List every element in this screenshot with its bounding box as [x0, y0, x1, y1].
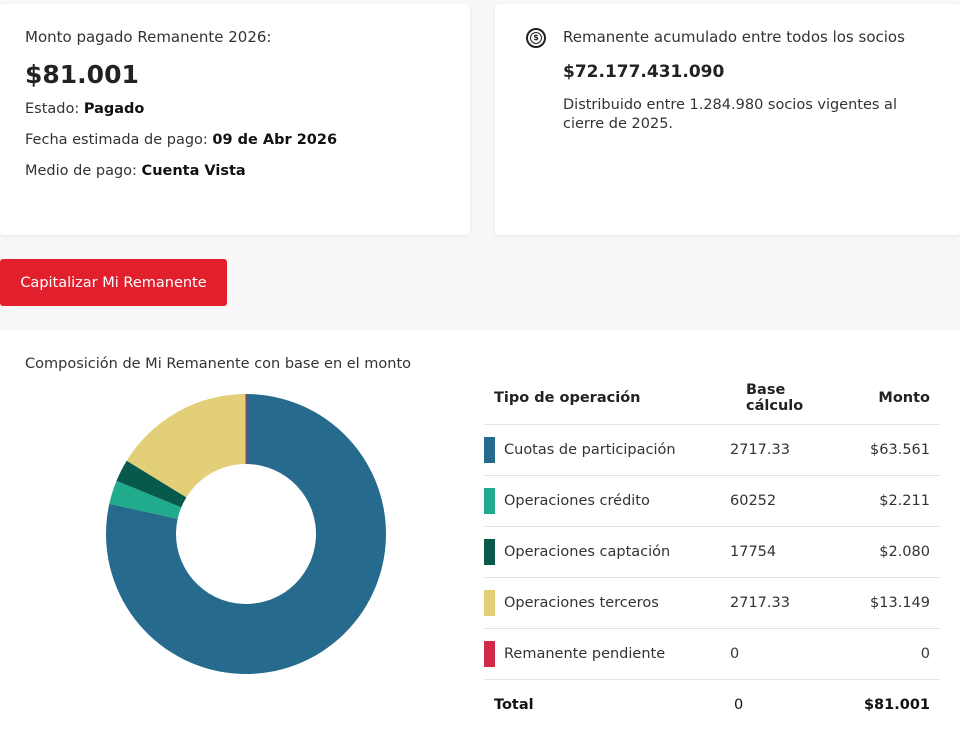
monto-cell: $2.211 [840, 474, 940, 526]
global-remanente-card: $ Remanente acumulado entre todos los so… [495, 4, 960, 235]
amount-value: $81.001 [25, 60, 139, 89]
total-row: Total 0 $81.001 [484, 678, 940, 730]
base-cell: 0 [710, 627, 840, 679]
composition-title: Composición de Mi Remanente con base en … [25, 356, 412, 372]
fecha-row: Fecha estimada de pago: 09 de Abr 2026 [25, 132, 445, 148]
fecha-value: 09 de Abr 2026 [212, 132, 338, 148]
header-monto: Monto [878, 389, 930, 406]
global-description: Distribuido entre 1.284.980 socios vigen… [563, 97, 897, 132]
monto-cell: 0 [840, 627, 940, 679]
capitalizar-button[interactable]: Capitalizar Mi Remanente [0, 259, 227, 306]
estado-row: Estado: Pagado [25, 101, 445, 117]
tipo-cell: Operaciones terceros [484, 576, 710, 628]
table-row: Remanente pendiente 0 0 [484, 627, 940, 679]
color-swatch [484, 640, 495, 667]
color-swatch [484, 487, 495, 514]
header-tipo: Tipo de operación [494, 389, 641, 406]
tipo-cell: Cuotas de participación [484, 423, 710, 475]
donut-slice-3[interactable] [116, 460, 187, 508]
base-cell: 60252 [710, 474, 840, 526]
base-cell: 2717.33 [710, 576, 840, 628]
table-row: Operaciones captación 17754 $2.080 [484, 525, 940, 577]
donut-slice-1[interactable] [106, 394, 386, 674]
personal-remanente-card: Monto pagado Remanente 2026: $81.001 Est… [0, 4, 470, 235]
estado-value: Pagado [83, 101, 145, 117]
tipo-cell: Operaciones crédito [484, 474, 710, 526]
table-row: Operaciones crédito 60252 $2.211 [484, 474, 940, 526]
donut-slice-4[interactable] [126, 394, 246, 498]
monto-cell: $13.149 [840, 576, 940, 628]
total-label: Total [484, 678, 710, 730]
medio-row: Medio de pago: Cuenta Vista [25, 163, 445, 179]
global-amount: $72.177.431.090 [563, 62, 725, 82]
donut-chart [106, 394, 386, 674]
donut-slice-2[interactable] [109, 480, 182, 519]
table-header: Tipo de operación Base cálculo Monto [484, 372, 940, 424]
coin-dollar-icon: $ [526, 28, 546, 48]
header-base: Base cálculo [746, 381, 804, 414]
tipo-label: Remanente pendiente [504, 645, 666, 662]
fecha-label: Fecha estimada de pago: [25, 132, 213, 148]
tipo-label: Cuotas de participación [504, 441, 676, 458]
color-swatch [484, 538, 495, 565]
total-monto: $81.001 [840, 678, 940, 730]
color-swatch [484, 436, 495, 463]
color-swatch [484, 589, 495, 616]
medio-label: Medio de pago: [25, 163, 142, 179]
base-cell: 17754 [710, 525, 840, 577]
medio-value: Cuenta Vista [141, 163, 246, 179]
global-title: Remanente acumulado entre todos los soci… [563, 28, 905, 46]
tipo-label: Operaciones terceros [504, 594, 659, 611]
monto-cell: $2.080 [840, 525, 940, 577]
table-row: Cuotas de participación 2717.33 $63.561 [484, 423, 940, 475]
table-row: Operaciones terceros 2717.33 $13.149 [484, 576, 940, 628]
tipo-cell: Remanente pendiente [484, 627, 710, 679]
base-cell: 2717.33 [710, 423, 840, 475]
tipo-cell: Operaciones captación [484, 525, 710, 577]
estado-label: Estado: [25, 101, 84, 117]
tipo-label: Operaciones crédito [504, 492, 650, 509]
composition-table: Tipo de operación Base cálculo Monto Cuo… [484, 372, 940, 730]
monto-cell: $63.561 [840, 423, 940, 475]
tipo-label: Operaciones captación [504, 543, 671, 560]
total-base: 0 [710, 678, 840, 730]
amount-label: Monto pagado Remanente 2026: [25, 28, 272, 46]
